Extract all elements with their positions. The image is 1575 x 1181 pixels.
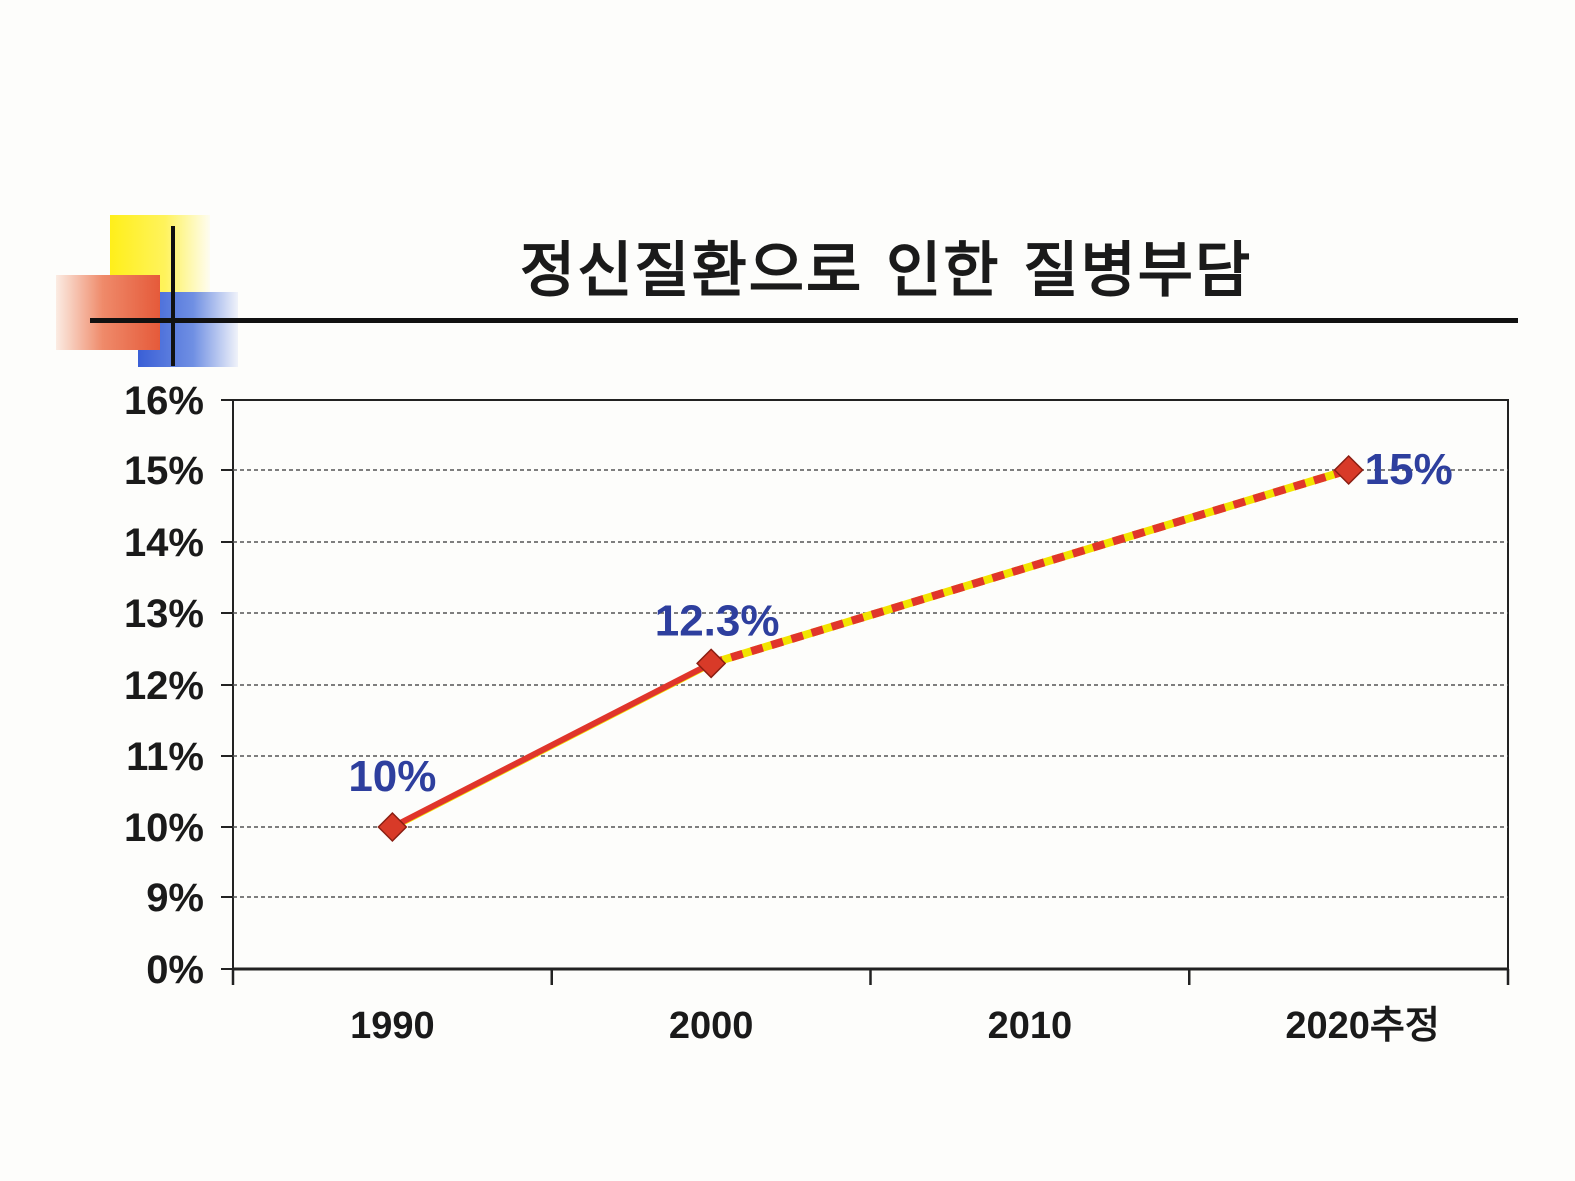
series-line-solid [391,660,713,830]
y-tick-label: 12% [124,664,204,708]
y-tick-label: 15% [124,449,204,493]
y-tick-label: 11% [126,735,204,779]
data-label: 12.3% [655,596,780,645]
data-point-marker [377,811,408,843]
data-label: 15% [1365,445,1453,494]
x-tick-label: 1990 [350,1005,435,1047]
x-tick-label: 2020추정 [1285,1005,1439,1047]
y-tick-label: 0% [146,948,204,992]
y-tick-label: 9% [146,876,204,920]
series-line-projection-accent [709,466,1350,668]
title-underline [90,318,1518,323]
data-point-marker [1333,454,1364,486]
y-tick-label: 10% [124,806,204,850]
decor-red-square [56,275,160,350]
data-point-marker [696,648,727,679]
x-tick-label: 2000 [669,1005,754,1047]
x-tick-label: 2010 [988,1005,1073,1047]
data-label: 10% [348,752,436,801]
y-tick-label: 16% [124,379,204,423]
y-tick-label: 13% [124,592,204,636]
series-line-projection [709,466,1350,668]
chart-title: 정신질환으로 인한 질병부담 [520,236,1253,306]
y-tick-label: 14% [124,521,204,565]
decor-vertical-line [171,226,175,366]
